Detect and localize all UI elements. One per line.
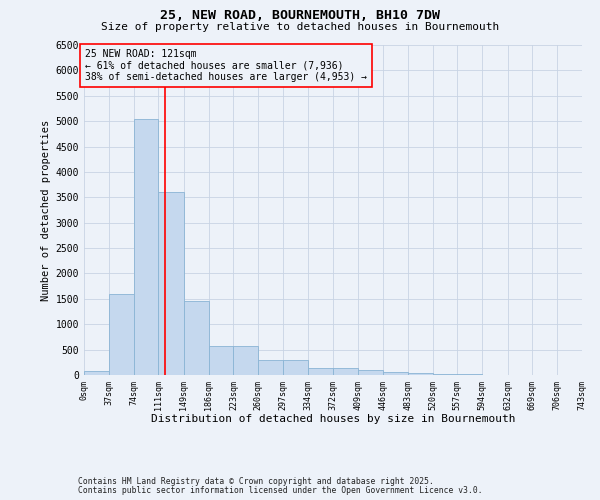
Text: Contains HM Land Registry data © Crown copyright and database right 2025.: Contains HM Land Registry data © Crown c… bbox=[78, 477, 434, 486]
Bar bbox=[158, 192, 184, 375]
Bar bbox=[383, 372, 408, 375]
Bar bbox=[308, 368, 334, 375]
Text: Contains public sector information licensed under the Open Government Licence v3: Contains public sector information licen… bbox=[78, 486, 482, 495]
Text: 25, NEW ROAD, BOURNEMOUTH, BH10 7DW: 25, NEW ROAD, BOURNEMOUTH, BH10 7DW bbox=[160, 9, 440, 22]
Text: 25 NEW ROAD: 121sqm
← 61% of detached houses are smaller (7,936)
38% of semi-det: 25 NEW ROAD: 121sqm ← 61% of detached ho… bbox=[85, 49, 367, 82]
Bar bbox=[457, 374, 482, 375]
Text: Size of property relative to detached houses in Bournemouth: Size of property relative to detached ho… bbox=[101, 22, 499, 32]
Bar bbox=[233, 346, 258, 375]
Bar bbox=[134, 118, 158, 375]
Bar bbox=[408, 374, 433, 375]
Bar bbox=[258, 360, 283, 375]
Bar bbox=[283, 360, 308, 375]
Bar bbox=[209, 346, 233, 375]
Bar bbox=[109, 294, 134, 375]
Bar bbox=[334, 368, 358, 375]
Bar bbox=[184, 302, 209, 375]
Bar bbox=[84, 371, 109, 375]
Y-axis label: Number of detached properties: Number of detached properties bbox=[41, 120, 52, 300]
Bar bbox=[358, 370, 383, 375]
X-axis label: Distribution of detached houses by size in Bournemouth: Distribution of detached houses by size … bbox=[151, 414, 515, 424]
Bar bbox=[433, 374, 457, 375]
